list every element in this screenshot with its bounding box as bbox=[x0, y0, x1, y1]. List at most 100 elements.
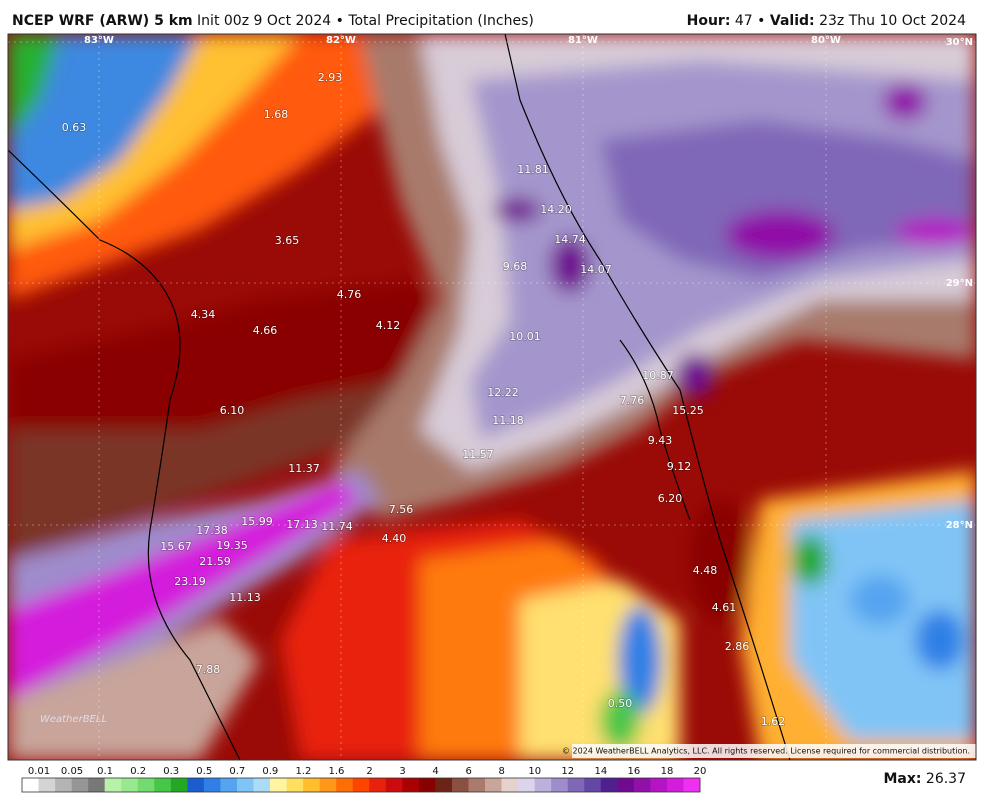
precip-field: 83°W 82°W 81°W 80°W 30°N 29°N 28°N 2.93 1.68 0.63… bbox=[8, 34, 976, 760]
colorbar-swatch bbox=[451, 778, 469, 792]
point-value: 14.07 bbox=[580, 263, 612, 276]
point-value: 6.10 bbox=[220, 404, 245, 417]
point-value: 14.74 bbox=[554, 233, 586, 246]
point-value: 11.74 bbox=[321, 520, 353, 533]
point-value: 7.76 bbox=[620, 394, 645, 407]
colorbar-label: 0.05 bbox=[61, 766, 83, 777]
point-value: 11.81 bbox=[517, 163, 549, 176]
colorbar-swatch bbox=[534, 778, 552, 792]
colorbar-label: 0.1 bbox=[97, 766, 113, 777]
point-value: 7.88 bbox=[196, 663, 221, 676]
coastline bbox=[8, 34, 791, 760]
point-value: 11.13 bbox=[229, 591, 261, 604]
map-labels: 83°W 82°W 81°W 80°W 30°N 29°N 28°N 2.93 1.68 0.63… bbox=[61, 35, 973, 729]
model: NCEP WRF (ARW) 5 km bbox=[12, 13, 193, 29]
point-value: 0.63 bbox=[62, 121, 87, 134]
point-value: 4.76 bbox=[337, 288, 362, 301]
point-value: 15.99 bbox=[241, 515, 273, 528]
header-left: NCEP WRF (ARW) 5 km Init 00z 9 Oct 2024 … bbox=[12, 13, 534, 29]
point-value: 4.40 bbox=[382, 532, 407, 545]
colorbar-label: 0.2 bbox=[130, 766, 146, 777]
colorbar-swatch bbox=[55, 778, 72, 792]
point-value: 10.01 bbox=[509, 330, 541, 343]
longitude-label: 81°W bbox=[568, 35, 598, 46]
colorbar-swatch bbox=[203, 778, 221, 792]
colorbar-swatch bbox=[104, 778, 122, 792]
point-value: 21.59 bbox=[199, 555, 231, 568]
colorbar-swatch bbox=[650, 778, 668, 792]
colorbar-swatch bbox=[369, 778, 387, 792]
colorbar-swatch bbox=[501, 778, 519, 792]
point-value: 4.34 bbox=[191, 308, 216, 321]
colorbar-label: 20 bbox=[694, 766, 707, 777]
point-value: 6.20 bbox=[658, 492, 683, 505]
colorbar-swatch bbox=[666, 778, 684, 792]
point-value: 15.67 bbox=[160, 540, 192, 553]
colorbar-swatch bbox=[468, 778, 486, 792]
init: Init 00z 9 Oct 2024 bbox=[197, 13, 331, 29]
hour: 47 bbox=[735, 13, 753, 29]
separator: • bbox=[336, 13, 344, 29]
colorbar-swatch bbox=[71, 778, 89, 792]
colorbar-swatch bbox=[170, 778, 188, 792]
point-value: 4.12 bbox=[376, 319, 401, 332]
colorbar-swatch bbox=[352, 778, 370, 792]
colorbar-swatch bbox=[38, 778, 56, 792]
point-value: 7.56 bbox=[389, 503, 414, 516]
colorbar-swatch bbox=[270, 778, 287, 792]
colorbar-label: 12 bbox=[561, 766, 574, 777]
colorbar-swatch bbox=[683, 778, 701, 792]
colorbar-swatch bbox=[418, 778, 436, 792]
colorbar-swatch bbox=[435, 778, 453, 792]
longitude-label: 80°W bbox=[811, 35, 841, 46]
header-right: Hour: 47 • Valid: 23z Thu 10 Oct 2024 bbox=[687, 13, 966, 29]
longitude-label: 82°W bbox=[326, 35, 356, 46]
point-value: 4.48 bbox=[693, 564, 718, 577]
colorbar-label: 4 bbox=[432, 766, 438, 777]
point-value: 15.25 bbox=[672, 404, 704, 417]
colorbar-swatch bbox=[253, 778, 271, 792]
colorbar-swatch bbox=[518, 778, 535, 792]
colorbar-label: 6 bbox=[465, 766, 471, 777]
longitude-label: 83°W bbox=[84, 35, 114, 46]
point-value: 0.50 bbox=[608, 697, 633, 710]
colorbar-swatch bbox=[154, 778, 172, 792]
colorbar-swatch bbox=[402, 778, 420, 792]
product: Total Precipitation (Inches) bbox=[347, 13, 534, 29]
max: Max: 26.37 bbox=[883, 771, 966, 787]
colorbar-swatch bbox=[617, 778, 635, 792]
colorbar-swatch bbox=[22, 778, 39, 792]
latitude-label: 29°N bbox=[946, 278, 973, 289]
colorbar-swatch bbox=[567, 778, 585, 792]
colorbar-swatch bbox=[336, 778, 354, 792]
colorbar-label: 0.01 bbox=[28, 766, 50, 777]
colorbar: 0.01 0.05 0.1 0.2 0.3 0.5 0.7 0.9 1.2 1.6 2 3 4 6 8 10 1… bbox=[21, 766, 707, 793]
point-value: 2.93 bbox=[318, 71, 343, 84]
colorbar-label: 0.3 bbox=[163, 766, 179, 777]
graticule bbox=[8, 34, 976, 760]
point-value: 1.62 bbox=[761, 715, 786, 728]
separator: • bbox=[757, 13, 765, 29]
colorbar-swatch bbox=[633, 778, 651, 792]
point-value: 4.61 bbox=[712, 601, 737, 614]
latitude-label: 30°N bbox=[946, 37, 973, 48]
colorbar-swatch bbox=[485, 778, 502, 792]
colorbar-swatch bbox=[319, 778, 337, 792]
point-value: 9.43 bbox=[648, 434, 673, 447]
point-value: 9.12 bbox=[667, 460, 692, 473]
colorbar-label: 10 bbox=[528, 766, 541, 777]
colorbar-swatch bbox=[220, 778, 238, 792]
colorbar-label: 18 bbox=[661, 766, 674, 777]
colorbar-swatch bbox=[385, 778, 403, 792]
copyright: © 2024 WeatherBELL Analytics, LLC. All r… bbox=[562, 747, 970, 756]
colorbar-label: 0.5 bbox=[196, 766, 212, 777]
colorbar-label: 0.9 bbox=[262, 766, 278, 777]
hour-label: Hour: bbox=[687, 13, 731, 29]
colorbar-swatch bbox=[187, 778, 205, 792]
point-value: 9.68 bbox=[503, 260, 528, 273]
point-value: 3.65 bbox=[275, 234, 300, 247]
map-frame bbox=[7, 33, 977, 761]
colorbar-swatch bbox=[121, 778, 139, 792]
point-value: 19.35 bbox=[216, 539, 248, 552]
